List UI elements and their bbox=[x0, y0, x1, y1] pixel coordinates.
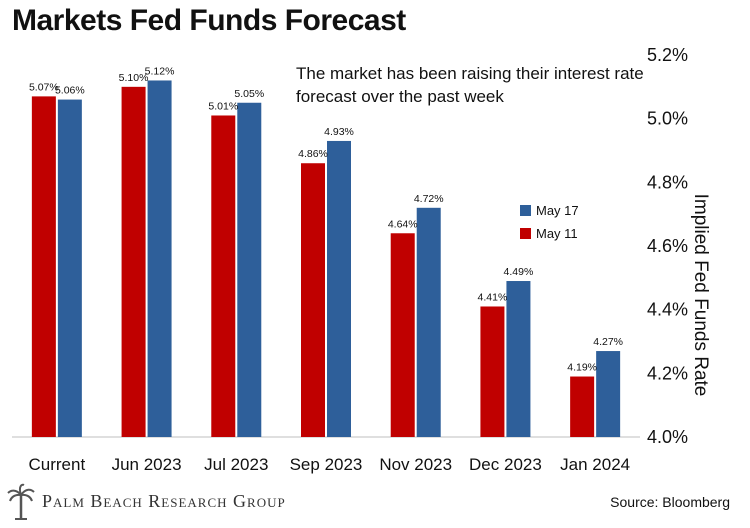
bar-may-17 bbox=[506, 281, 531, 437]
bar-may-11 bbox=[121, 86, 146, 437]
y-tick-label: 4.2% bbox=[647, 363, 688, 383]
data-label: 4.64% bbox=[388, 218, 418, 230]
data-label: 5.01% bbox=[208, 100, 238, 112]
legend-item-may11: May 11 bbox=[520, 226, 578, 241]
chart-title: Markets Fed Funds Forecast bbox=[12, 4, 406, 37]
legend-swatch-may17 bbox=[520, 205, 531, 216]
x-tick-label: Dec 2023 bbox=[469, 455, 542, 474]
palm-tree-logo-icon bbox=[7, 483, 35, 520]
data-label: 4.41% bbox=[478, 291, 508, 303]
data-label: 4.93% bbox=[324, 126, 354, 138]
data-label: 4.49% bbox=[504, 266, 534, 278]
y-axis-label: Implied Fed Funds Rate bbox=[690, 193, 711, 397]
legend-label-may17: May 17 bbox=[536, 203, 579, 218]
x-tick-label: Jun 2023 bbox=[112, 455, 182, 474]
footer-brand: Palm Beach Research Group bbox=[42, 491, 286, 511]
x-tick-label: Jan 2024 bbox=[560, 455, 630, 474]
x-tick-label: Sep 2023 bbox=[290, 455, 363, 474]
chart-annotation: The market has been raising their intere… bbox=[296, 64, 644, 106]
y-tick-label: 4.8% bbox=[647, 172, 688, 192]
chart-bars bbox=[31, 80, 621, 438]
bar-may-11 bbox=[211, 115, 236, 437]
data-label: 5.12% bbox=[145, 65, 175, 77]
chart-data-labels: 5.07%5.06% 5.10%5.12% 5.01%5.05% 4.86% 4.93%… bbox=[29, 65, 623, 373]
data-label: 4.19% bbox=[567, 362, 597, 374]
bar-may-17 bbox=[327, 140, 351, 437]
y-tick-label: 5.0% bbox=[647, 109, 688, 129]
y-tick-label: 5.2% bbox=[647, 45, 688, 65]
bar-may-17 bbox=[416, 207, 441, 437]
bar-may-11 bbox=[301, 163, 325, 437]
data-label: 5.07% bbox=[29, 81, 59, 93]
source-note: Source: Bloomberg bbox=[610, 494, 730, 510]
data-label: 4.27% bbox=[593, 336, 623, 348]
data-label: 4.86% bbox=[298, 148, 328, 160]
bar-may-17 bbox=[57, 99, 82, 438]
bar-may-11 bbox=[390, 233, 415, 437]
x-axis-ticks: Current Jun 2023 Jul 2023 Sep 2023 Nov 2023 D… bbox=[29, 455, 631, 474]
y-tick-label: 4.4% bbox=[647, 300, 688, 320]
bar-may-11 bbox=[480, 306, 505, 437]
data-label: 4.72% bbox=[414, 193, 444, 205]
x-tick-label: Nov 2023 bbox=[379, 455, 452, 474]
y-axis-ticks: 4.0% 4.2% 4.4% 4.6% 4.8% 5.0% 5.2% bbox=[647, 45, 688, 447]
bar-may-17 bbox=[147, 80, 172, 437]
x-tick-label: Current bbox=[29, 455, 86, 474]
bar-may-11 bbox=[570, 376, 595, 437]
y-tick-label: 4.0% bbox=[647, 427, 688, 447]
data-label: 5.06% bbox=[55, 85, 85, 97]
x-tick-label: Jul 2023 bbox=[204, 455, 268, 474]
data-label: 5.10% bbox=[119, 72, 149, 84]
legend-swatch-may11 bbox=[520, 228, 531, 239]
bar-may-17 bbox=[237, 102, 262, 437]
legend-label-may11: May 11 bbox=[536, 226, 578, 241]
bar-may-11 bbox=[31, 96, 56, 437]
y-tick-label: 4.6% bbox=[647, 236, 688, 256]
data-label: 5.05% bbox=[234, 88, 264, 100]
bar-may-17 bbox=[596, 351, 621, 437]
legend-item-may17: May 17 bbox=[520, 203, 579, 218]
